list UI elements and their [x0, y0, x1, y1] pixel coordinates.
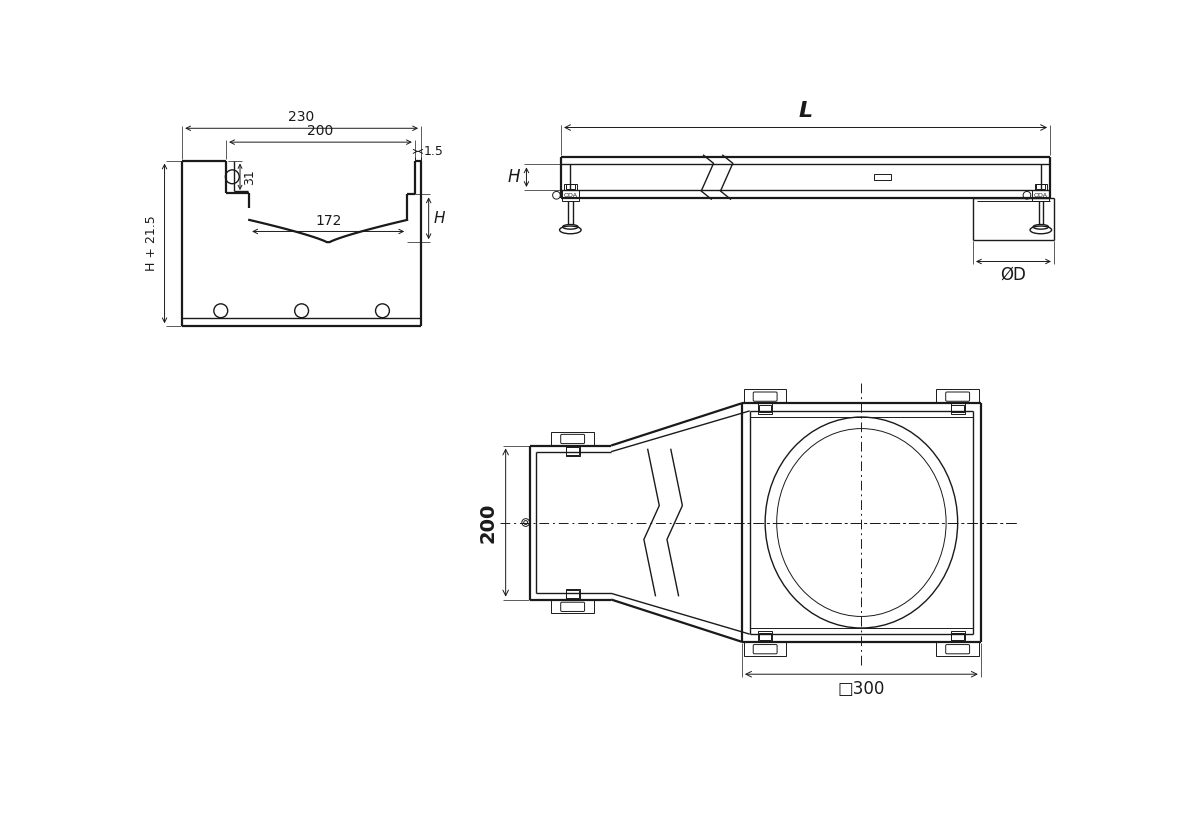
Bar: [952, 405, 964, 412]
Text: L: L: [798, 101, 812, 122]
Bar: [552, 599, 594, 613]
Text: 172: 172: [314, 214, 341, 228]
Bar: [566, 590, 578, 598]
Bar: [1032, 190, 1049, 200]
Bar: [565, 589, 580, 599]
Bar: [566, 447, 578, 455]
Bar: [936, 390, 979, 403]
Text: H + 21.5: H + 21.5: [145, 215, 158, 272]
Text: H: H: [508, 168, 521, 186]
Bar: [565, 184, 575, 189]
Text: 31: 31: [244, 169, 256, 184]
Bar: [874, 174, 892, 180]
Bar: [758, 405, 772, 412]
Text: 230: 230: [288, 111, 314, 124]
Text: H: H: [434, 211, 445, 225]
Text: □300: □300: [838, 680, 886, 697]
Bar: [950, 403, 965, 414]
Bar: [952, 633, 964, 640]
Bar: [758, 631, 772, 642]
Text: 200: 200: [307, 124, 334, 138]
Bar: [1034, 184, 1046, 190]
Bar: [758, 403, 772, 414]
Bar: [936, 642, 979, 655]
Text: ØD: ØD: [1001, 266, 1026, 284]
Text: ODA: ODA: [563, 193, 577, 198]
Text: ODA: ODA: [1034, 193, 1048, 198]
Bar: [950, 631, 965, 642]
Bar: [565, 446, 580, 457]
Bar: [552, 432, 594, 446]
Bar: [744, 642, 786, 655]
Bar: [758, 633, 772, 640]
Bar: [744, 390, 786, 403]
Text: 200: 200: [479, 502, 498, 543]
Bar: [1036, 184, 1045, 189]
Bar: [564, 184, 576, 190]
Text: 1.5: 1.5: [424, 145, 444, 158]
Bar: [562, 190, 578, 200]
